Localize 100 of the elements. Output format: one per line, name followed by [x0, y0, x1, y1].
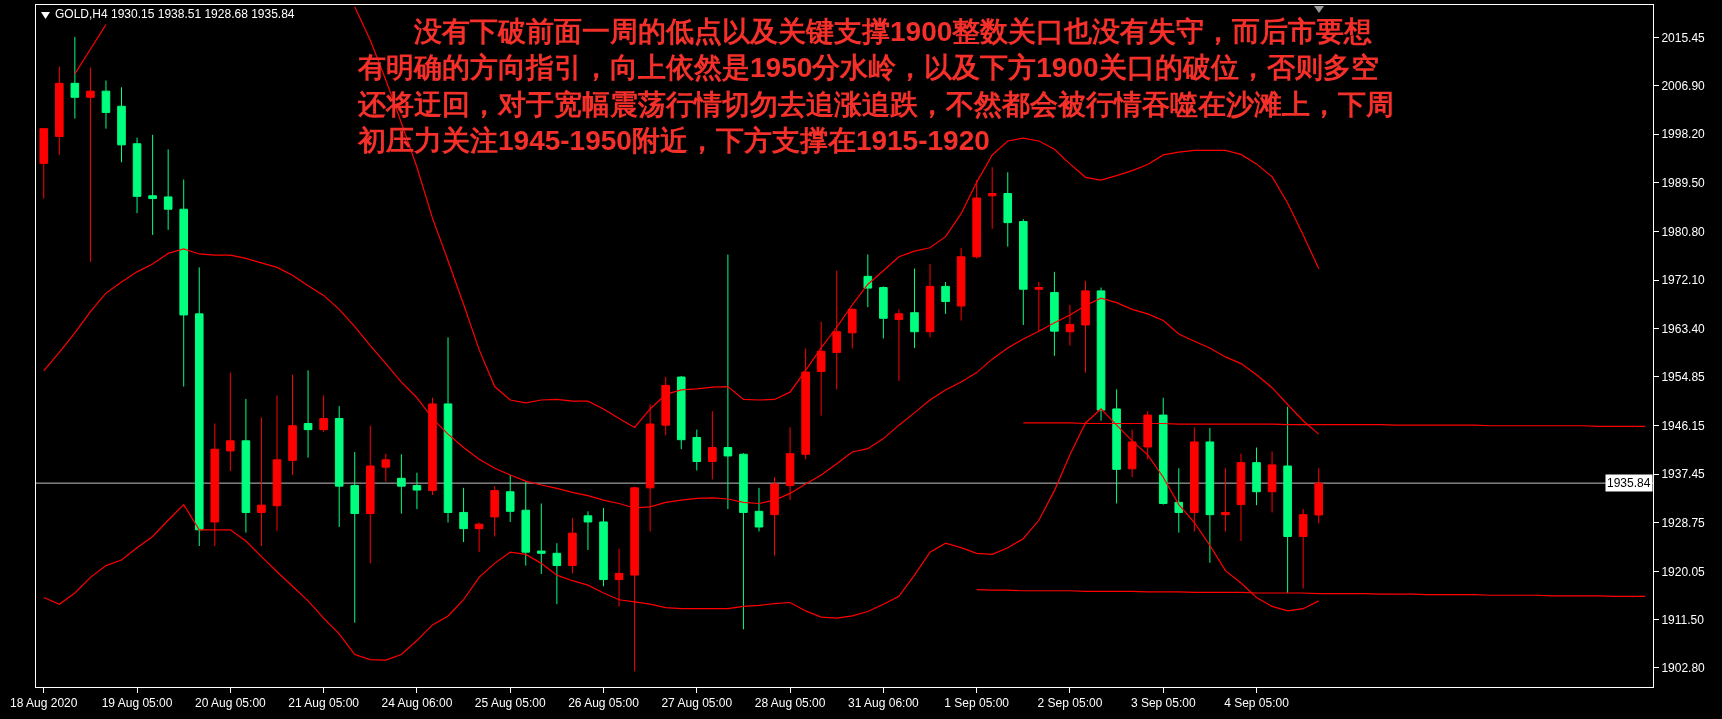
- candlestick: [350, 451, 360, 624]
- candlestick: [1127, 429, 1137, 478]
- candlestick: [863, 254, 873, 308]
- x-tick-label: 31 Aug 06:00: [848, 696, 920, 711]
- candlestick: [397, 453, 406, 515]
- candlestick: [956, 247, 966, 322]
- x-tick-label: 24 Aug 06:00: [381, 696, 453, 711]
- y-tick-label: 1920.05: [1661, 564, 1706, 579]
- candlestick: [1158, 397, 1168, 506]
- x-tick-label: 21 Aug 05:00: [288, 696, 360, 711]
- candlestick: [117, 86, 126, 163]
- candlestick: [1314, 467, 1324, 524]
- candlestick: [1205, 427, 1215, 564]
- candlestick: [1221, 467, 1230, 532]
- candlestick: [1267, 450, 1277, 513]
- candlestick: [599, 507, 608, 587]
- candlestick: [1081, 280, 1090, 374]
- x-tick-label: 18 Aug 2020: [10, 696, 78, 711]
- candlestick: [972, 179, 981, 259]
- candlestick: [474, 522, 484, 553]
- candlestick: [1190, 426, 1199, 532]
- candlestick: [1236, 453, 1246, 542]
- candlestick: [39, 128, 49, 200]
- y-tick-label: 1954.85: [1661, 369, 1706, 384]
- candlestick: [1298, 508, 1308, 590]
- candlestick: [303, 369, 313, 459]
- candlestick: [319, 395, 328, 433]
- candlestick: [879, 285, 888, 339]
- y-tick-label: 1972.10: [1661, 273, 1706, 288]
- candlestick: [55, 66, 64, 156]
- candlestick: [288, 374, 297, 476]
- candlestick: [226, 372, 235, 472]
- y-tick-label: 1980.80: [1661, 224, 1706, 239]
- x-tick-label: 19 Aug 05:00: [101, 696, 173, 711]
- candlestick: [941, 281, 950, 315]
- candlestick: [552, 542, 562, 605]
- candlestick: [521, 481, 531, 567]
- candlestick: [537, 502, 546, 575]
- candlestick: [1065, 304, 1075, 347]
- candlestick: [132, 137, 142, 214]
- candlestick: [1096, 287, 1106, 422]
- candlestick: [1252, 447, 1261, 506]
- candlestick: [210, 422, 220, 547]
- candlestick: [816, 321, 826, 417]
- candlestick: [1050, 271, 1059, 357]
- candlestick: [505, 474, 515, 523]
- candlestick: [1034, 281, 1044, 332]
- candlestick: [739, 452, 748, 630]
- y-tick-label: 1911.50: [1661, 612, 1705, 627]
- candlestick: [925, 263, 935, 338]
- candlestick: [568, 517, 577, 574]
- y-tick-label: 1963.40: [1661, 322, 1706, 337]
- candlestick: [1112, 388, 1121, 504]
- candlestick: [70, 36, 80, 120]
- candlestick: [1018, 218, 1028, 326]
- x-tick-label: 1 Sep 05:00: [944, 696, 1010, 711]
- candlestick: [1283, 406, 1292, 594]
- candlestick: [894, 308, 904, 382]
- x-tick-label: 2 Sep 05:00: [1037, 696, 1103, 711]
- candlestick: [334, 405, 344, 528]
- x-tick-label: 4 Sep 05:00: [1224, 696, 1290, 711]
- candlestick: [987, 166, 997, 230]
- y-tick-label: 2015.45: [1661, 30, 1706, 45]
- candlestick: [443, 336, 453, 524]
- candlestick: [428, 397, 437, 496]
- candlestick: [412, 472, 422, 510]
- candlestick: [86, 67, 95, 263]
- candlestick: [365, 425, 375, 564]
- candlestick: [832, 270, 842, 390]
- candlestick: [241, 398, 251, 534]
- candlestick: [754, 487, 764, 532]
- y-tick-label: 2006.90: [1661, 78, 1706, 93]
- x-tick-label: 27 Aug 05:00: [661, 696, 733, 711]
- candlestick: [272, 395, 282, 532]
- x-tick-label: 3 Sep 05:00: [1130, 696, 1196, 711]
- y-tick-label: 1946.15: [1661, 418, 1706, 433]
- candlestick: [459, 487, 468, 543]
- x-tick-label: 26 Aug 05:00: [568, 696, 640, 711]
- y-tick-label: 1902.80: [1661, 661, 1706, 676]
- candlestick: [708, 410, 717, 480]
- candlestick: [785, 426, 795, 501]
- candlestick: [583, 510, 593, 551]
- y-tick-label: 1998.20: [1661, 127, 1706, 142]
- chart-title: GOLD,H4 1930.15 1938.51 1928.68 1935.84: [55, 7, 295, 22]
- candlestick: [847, 307, 857, 350]
- candlestick: [490, 485, 499, 537]
- candlestick: [194, 266, 204, 547]
- x-tick-label: 25 Aug 05:00: [474, 696, 546, 711]
- candlestick: [179, 179, 189, 388]
- candlestick: [101, 80, 111, 130]
- x-tick-label: 20 Aug 05:00: [194, 696, 267, 711]
- candlestick: [723, 254, 733, 510]
- candlestick: [1003, 171, 1013, 248]
- y-tick-label: 1937.45: [1661, 467, 1706, 482]
- candlestick: [163, 148, 173, 231]
- candlestick: [676, 375, 686, 450]
- candlestick: [614, 548, 624, 607]
- candlestick: [257, 416, 266, 547]
- x-tick-label: 28 Aug 05:00: [754, 696, 826, 711]
- y-tick-label: 1989.50: [1661, 176, 1706, 191]
